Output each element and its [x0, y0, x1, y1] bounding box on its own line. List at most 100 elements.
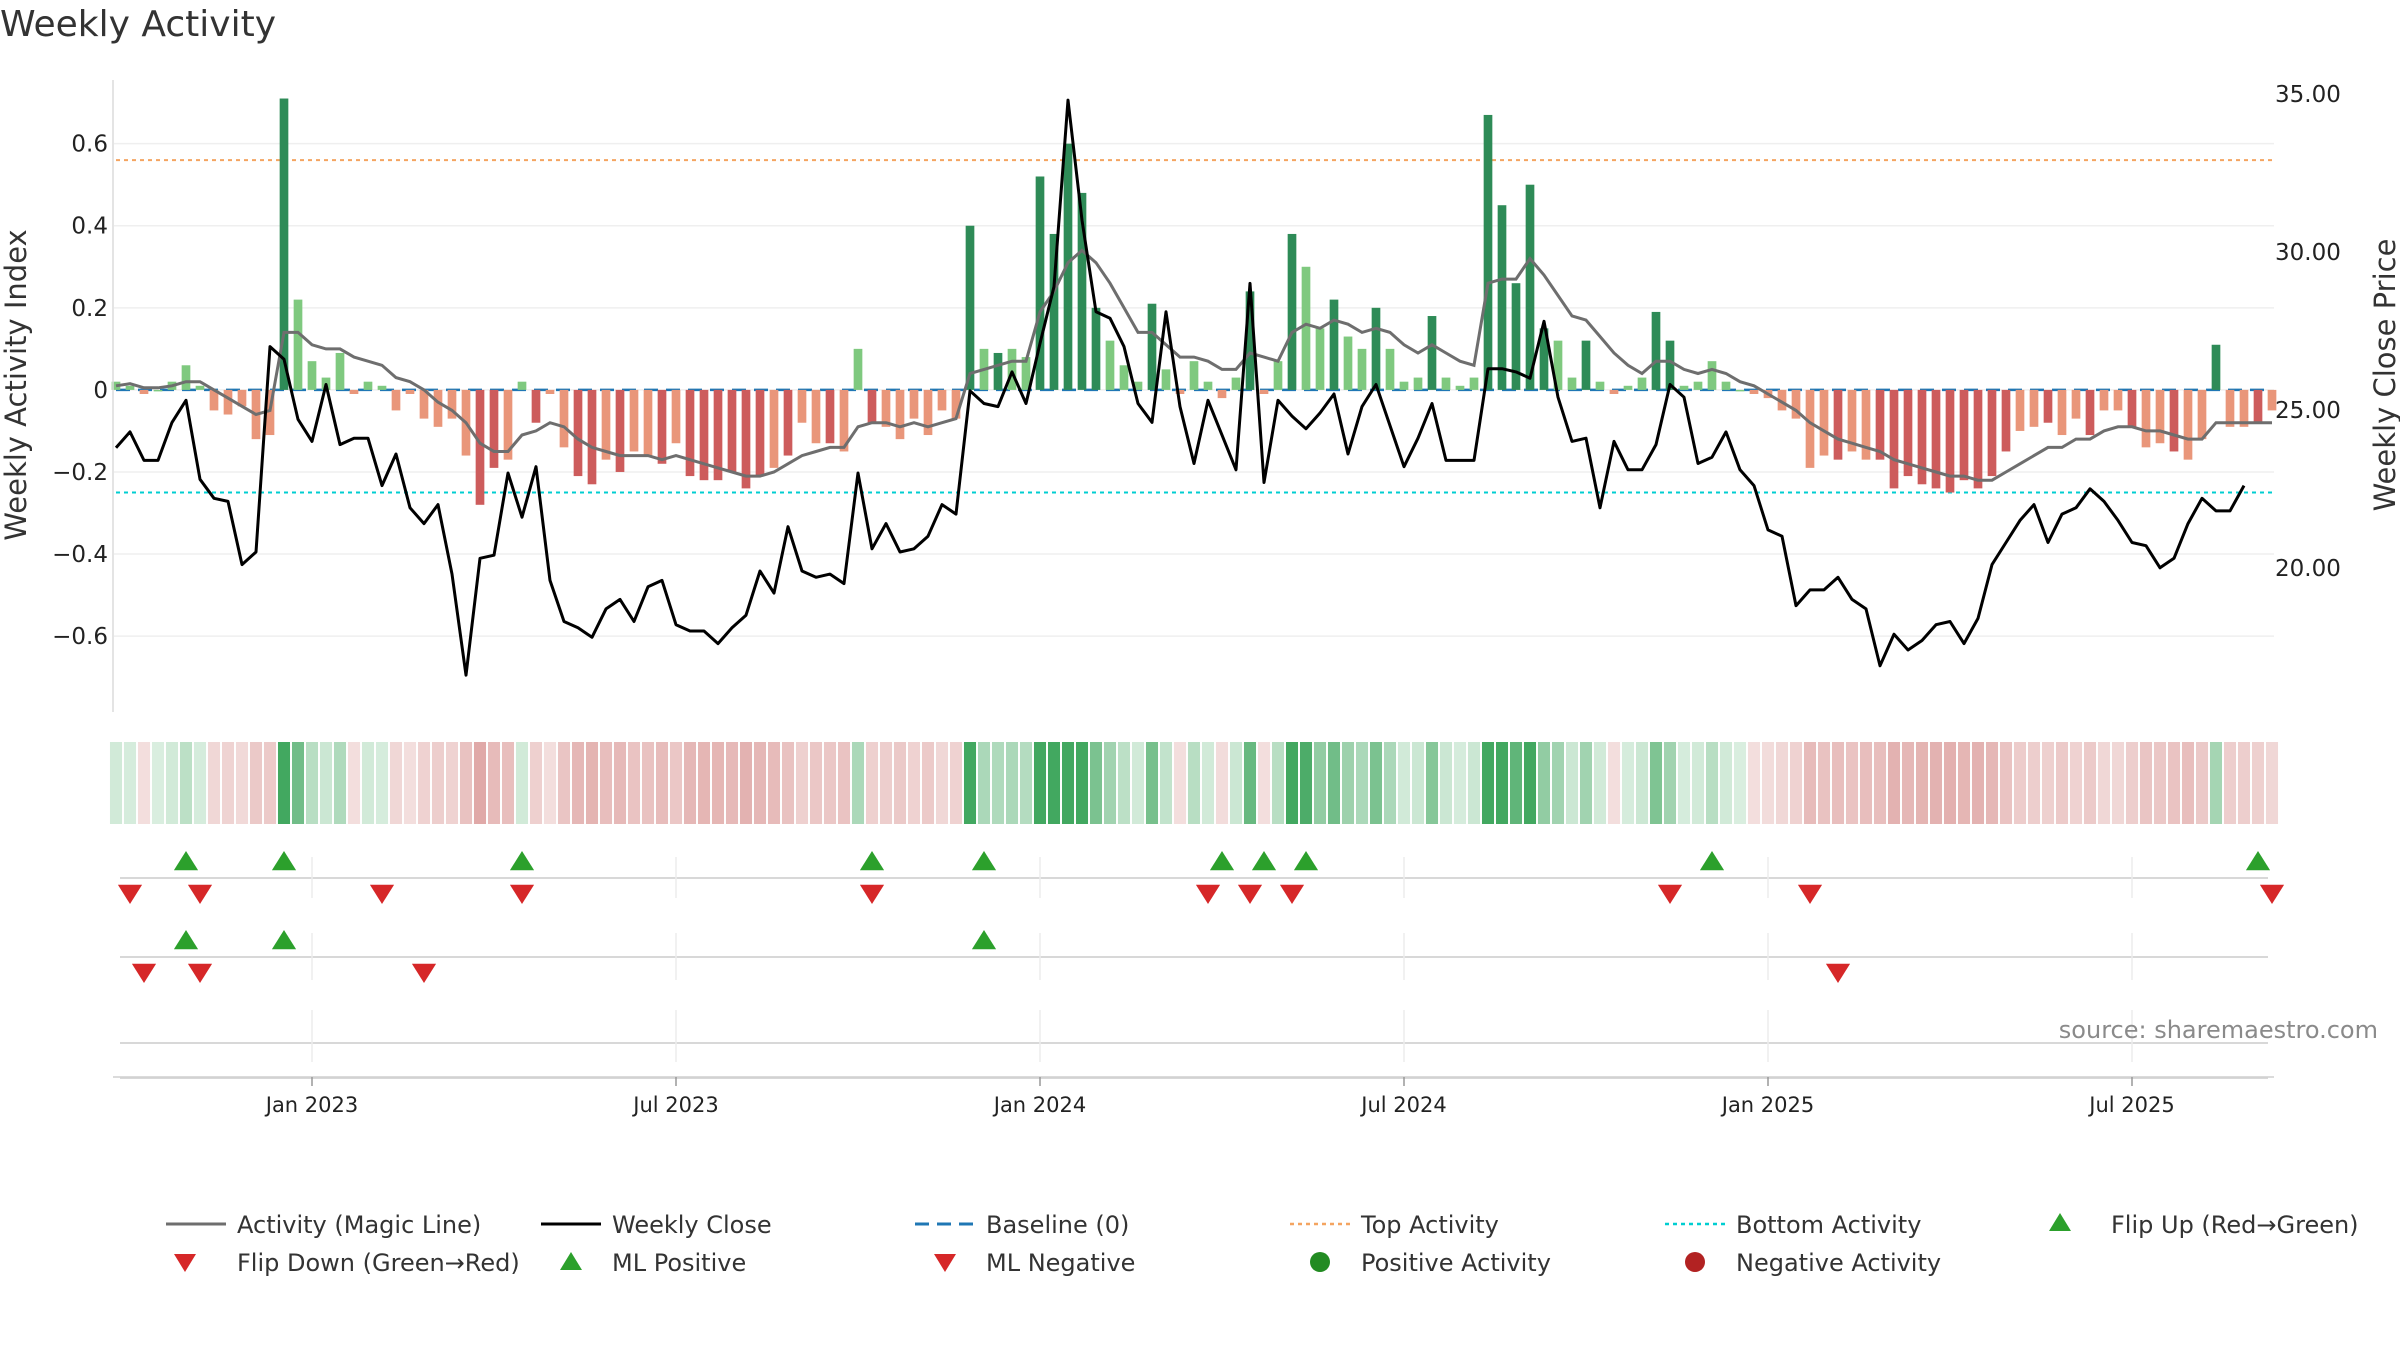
activity-bar	[713, 389, 723, 481]
heat-cell	[935, 742, 949, 824]
heat-cell	[305, 742, 319, 824]
heat-cell	[501, 742, 515, 824]
heat-cell	[921, 742, 935, 824]
y-tick-label: 0.4	[71, 214, 108, 240]
heat-cell	[1229, 742, 1243, 824]
activity-bar	[909, 389, 919, 419]
heat-cell	[655, 742, 669, 824]
activity-bar	[517, 381, 527, 390]
heat-cell	[893, 742, 907, 824]
activity-bar	[1217, 389, 1227, 399]
activity-bar	[2239, 389, 2249, 427]
activity-bar	[391, 389, 401, 411]
activity-bar	[2043, 389, 2053, 423]
heat-cell	[1131, 742, 1145, 824]
heat-cell	[2069, 742, 2083, 824]
activity-bar	[741, 389, 751, 489]
heat-cell	[1607, 742, 1621, 824]
legend-item-weekly-close: Weekly Close	[541, 1211, 772, 1239]
activity-bar	[1721, 381, 1731, 390]
activity-bar	[699, 389, 709, 481]
heat-cell	[1859, 742, 1873, 824]
triangle-down-icon	[934, 1254, 956, 1272]
heat-cell	[1103, 742, 1117, 824]
heat-cell	[1985, 742, 1999, 824]
y2-tick-label: 35.00	[2275, 82, 2341, 108]
flip-up-marker	[859, 851, 885, 871]
activity-bar	[1385, 348, 1395, 390]
heat-cell	[1439, 742, 1453, 824]
heat-cell	[1089, 742, 1103, 824]
heat-cell	[1719, 742, 1733, 824]
activity-bar	[2015, 389, 2025, 431]
heat-cell	[795, 742, 809, 824]
y-tick-label: 0	[93, 378, 108, 404]
heat-cell	[991, 742, 1005, 824]
legend-label: Negative Activity	[1736, 1249, 1941, 1277]
activity-bar	[825, 389, 835, 444]
legend-item-top-activity: Top Activity	[1290, 1211, 1499, 1239]
activity-bar	[615, 389, 625, 472]
activity-bar	[1539, 328, 1549, 390]
activity-bar	[2127, 389, 2137, 427]
heat-cell	[2251, 742, 2265, 824]
activity-bar	[1455, 385, 1465, 390]
heat-cell	[851, 742, 865, 824]
y2-tick-label: 25.00	[2275, 398, 2341, 424]
ml-negative-marker	[187, 963, 213, 983]
heat-cell	[2265, 742, 2279, 824]
heat-cell	[571, 742, 585, 824]
heat-cell	[445, 742, 459, 824]
heat-cell	[473, 742, 487, 824]
heat-cell	[249, 742, 263, 824]
magic-line-series	[115, 248, 2272, 482]
activity-bar	[1063, 143, 1073, 390]
activity-bar	[503, 389, 513, 460]
activity-bar	[685, 389, 695, 477]
heat-cell	[837, 742, 851, 824]
heat-cell	[627, 742, 641, 824]
activity-bar	[489, 389, 499, 468]
activity-bar	[601, 389, 611, 460]
x-axis: Jan 2023 Jul 2023 Jan 2024 Jul 2024 Jan 2025…	[113, 1076, 2274, 1117]
activity-bar	[1665, 340, 1675, 390]
activity-bar	[2029, 389, 2039, 427]
activity-heat-strip	[109, 742, 2279, 824]
flip-up-marker	[1251, 851, 1277, 871]
activity-bar	[1875, 389, 1885, 460]
heat-cell	[963, 742, 977, 824]
activity-bar	[531, 389, 541, 423]
heat-cell	[1397, 742, 1411, 824]
activity-bar	[1651, 311, 1661, 390]
heat-cell	[529, 742, 543, 824]
activity-bar	[2071, 389, 2081, 419]
ml-positive-marker	[971, 930, 997, 950]
heat-cell	[1257, 742, 1271, 824]
heat-cell	[1733, 742, 1747, 824]
heat-cell	[403, 742, 417, 824]
activity-bar	[1035, 176, 1045, 390]
heat-cell	[2167, 742, 2181, 824]
heat-cell	[2013, 742, 2027, 824]
activity-bar	[377, 385, 387, 390]
activity-bar	[209, 389, 219, 411]
flip-up-marker	[509, 851, 535, 871]
activity-bar	[629, 389, 639, 452]
legend-item-bottom-activity: Bottom Activity	[1665, 1211, 1921, 1239]
activity-bar	[433, 389, 443, 427]
heat-cell	[109, 742, 123, 824]
legend: Activity (Magic Line) Weekly Close Basel…	[166, 1211, 2359, 1277]
heat-cell	[2223, 742, 2237, 824]
heat-cell	[1159, 742, 1173, 824]
heat-cell	[1593, 742, 1607, 824]
activity-bar	[475, 389, 485, 505]
ml-negative-marker	[131, 963, 157, 983]
heat-cell	[2153, 742, 2167, 824]
heat-cell	[459, 742, 473, 824]
flip-down-marker	[1279, 884, 1305, 904]
activity-bar	[965, 225, 975, 390]
activity-bar	[811, 389, 821, 444]
flip-down-marker	[1657, 884, 1683, 904]
triangle-up-icon	[560, 1252, 582, 1270]
heat-cell	[1705, 742, 1719, 824]
